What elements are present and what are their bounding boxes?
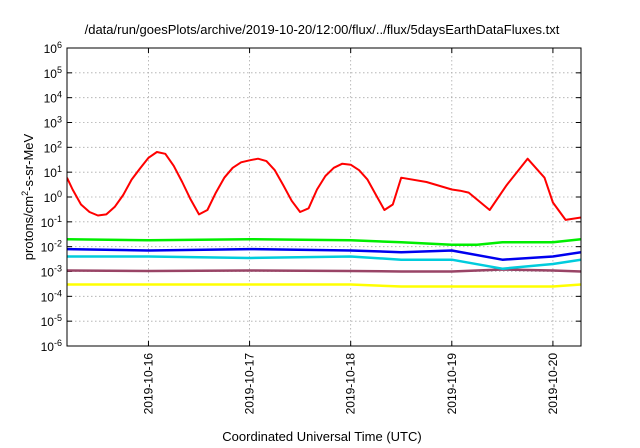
series-line [67, 255, 581, 270]
y-tick-label: 10-3 [41, 264, 62, 280]
y-tick-label: 101 [44, 164, 62, 180]
x-tick-label: 2019-10-17 [243, 353, 257, 415]
x-axis: 2019-10-16 2019-10-17 2019-10-18 2019-10-19… [141, 48, 560, 415]
x-tick-label: 2019-10-18 [344, 353, 358, 415]
x-axis-label: Coordinated Universal Time (UTC) [222, 429, 421, 444]
y-tick-label: 106 [44, 40, 62, 56]
series-line [67, 283, 581, 288]
y-tick-label: 105 [44, 65, 62, 81]
series-line [67, 151, 581, 221]
series-line [67, 237, 581, 246]
grid [67, 48, 581, 346]
plot-frame [66, 47, 582, 347]
y-tick-label: 100 [44, 189, 62, 205]
series-line [67, 268, 581, 273]
y-tick-label: 10-4 [41, 288, 62, 304]
y-tick-label: 102 [44, 139, 62, 155]
y-tick-label: 10-2 [41, 239, 62, 255]
series-line [67, 247, 581, 261]
x-tick-label: 2019-10-19 [445, 353, 459, 415]
y-axis-label-superscript: 2 [20, 191, 30, 196]
series-group [67, 151, 581, 288]
y-tick-label: 103 [44, 115, 62, 131]
chart-title: /data/run/goesPlots/archive/2019-10-20/1… [85, 22, 560, 37]
y-tick-label: 104 [44, 90, 62, 106]
y-tick-label: 10-1 [41, 214, 62, 230]
x-tick-label: 2019-10-20 [546, 353, 560, 415]
x-tick-label: 2019-10-16 [141, 353, 155, 415]
y-tick-label: 10-5 [41, 313, 62, 329]
y-tick-label: 10-6 [41, 338, 62, 354]
y-axis-label: protons/cm2-s-sr-MeV [20, 133, 36, 260]
